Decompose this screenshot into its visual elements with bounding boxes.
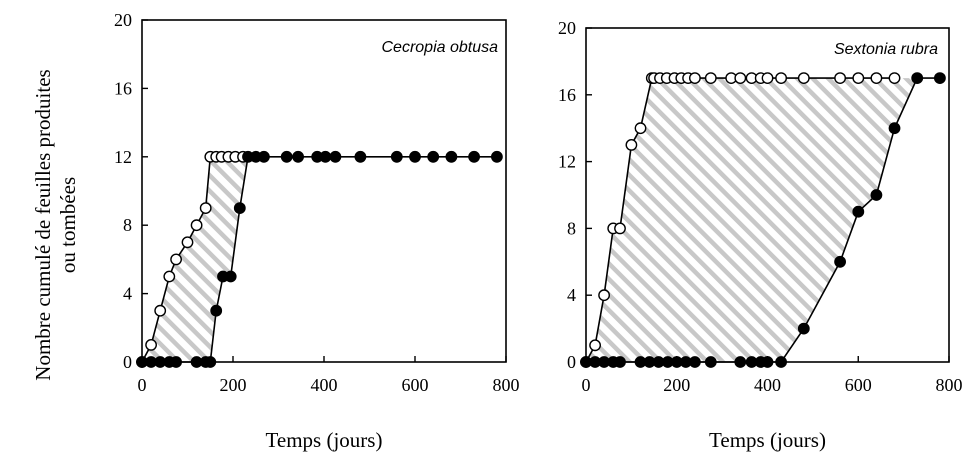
x-tick-label-1-1: 200	[663, 375, 690, 395]
y-tick-label-1-3: 12	[558, 152, 576, 172]
filled-point-1-11	[689, 356, 701, 368]
open-point-1-25	[870, 72, 883, 85]
open-point-1-6	[634, 122, 647, 135]
x-axis-label-0: Temps (jours)	[266, 428, 383, 452]
y-tick-label-0-2: 8	[123, 215, 132, 235]
open-point-0-7	[199, 202, 212, 215]
filled-point-0-21	[390, 150, 403, 163]
x-tick-label-0-4: 800	[493, 375, 520, 395]
open-point-0-1	[145, 338, 158, 351]
y-tick-label-0-3: 12	[114, 147, 132, 167]
open-point-0-3	[163, 270, 176, 283]
filled-point-0-24	[445, 150, 458, 163]
shaded-area-1	[586, 78, 918, 362]
shaded-area-0	[142, 156, 248, 362]
y-axis-label-line-1: Nombre cumulé de feuilles produites	[31, 69, 55, 380]
filled-point-0-14	[257, 150, 270, 163]
open-point-1-15	[704, 72, 717, 85]
filled-point-1-20	[852, 205, 865, 218]
y-tick-label-1-4: 16	[558, 85, 576, 105]
filled-point-0-22	[409, 150, 421, 163]
filled-point-1-16	[761, 356, 774, 368]
filled-point-1-23	[911, 72, 924, 85]
panel-title-1: Sextonia rubra	[834, 41, 938, 58]
y-tick-label-1-5: 20	[558, 18, 576, 38]
open-point-1-20	[761, 72, 774, 85]
open-point-0-6	[190, 219, 203, 232]
y-axis-label-line-2: ou tombées	[56, 177, 80, 273]
open-point-1-17	[734, 72, 747, 85]
x-tick-label-0-1: 200	[220, 375, 247, 395]
x-tick-label-1-3: 600	[845, 375, 872, 395]
open-point-1-24	[852, 72, 865, 85]
filled-point-0-10	[224, 270, 237, 283]
x-axis-label-1: Temps (jours)	[709, 428, 826, 452]
open-point-0-2	[154, 304, 167, 317]
x-tick-label-1-2: 400	[754, 375, 781, 395]
x-tick-label-0-0: 0	[138, 375, 147, 395]
filled-point-1-17	[775, 356, 787, 368]
filled-point-1-22	[888, 122, 901, 135]
y-tick-label-0-0: 0	[123, 352, 132, 372]
y-tick-label-0-5: 20	[114, 10, 132, 30]
filled-point-0-19	[329, 150, 342, 163]
open-point-1-21	[775, 72, 787, 85]
filled-point-0-15	[280, 150, 293, 163]
y-tick-label-1-2: 8	[567, 218, 576, 238]
filled-point-1-4	[614, 356, 626, 368]
filled-point-0-25	[468, 150, 480, 163]
y-tick-label-0-1: 4	[123, 284, 132, 304]
open-point-1-23	[834, 72, 846, 85]
filled-point-0-20	[354, 150, 367, 163]
y-tick-label-1-1: 4	[567, 285, 576, 305]
open-point-0-4	[170, 253, 183, 266]
y-tick-label-1-0: 0	[567, 352, 576, 372]
open-point-1-14	[689, 72, 701, 85]
open-point-0-5	[181, 236, 194, 249]
open-point-1-5	[625, 138, 638, 151]
filled-point-0-7	[204, 356, 217, 368]
filled-point-1-24	[934, 72, 946, 85]
y-tick-label-0-4: 16	[114, 78, 132, 98]
filled-point-0-18	[319, 150, 332, 163]
open-point-1-2	[598, 289, 610, 302]
open-point-1-26	[888, 72, 901, 85]
filled-point-0-26	[490, 150, 503, 163]
x-tick-label-1-4: 800	[936, 375, 963, 395]
open-point-1-4	[614, 222, 626, 235]
filled-point-0-8	[210, 304, 223, 317]
x-tick-label-1-0: 0	[582, 375, 591, 395]
x-tick-label-0-3: 600	[402, 375, 429, 395]
filled-point-0-11	[233, 202, 246, 215]
filled-point-1-13	[734, 356, 747, 368]
filled-point-1-18	[797, 322, 810, 335]
filled-point-0-4	[170, 356, 183, 368]
filled-point-1-19	[834, 255, 846, 268]
x-tick-label-0-2: 400	[311, 375, 338, 395]
filled-point-0-16	[292, 150, 304, 163]
open-point-1-22	[797, 72, 810, 85]
filled-point-1-21	[870, 189, 883, 201]
filled-point-1-12	[704, 356, 717, 368]
filled-point-0-23	[427, 150, 440, 163]
open-point-1-1	[589, 339, 601, 352]
panel-title-0: Cecropia obtusa	[381, 39, 498, 56]
